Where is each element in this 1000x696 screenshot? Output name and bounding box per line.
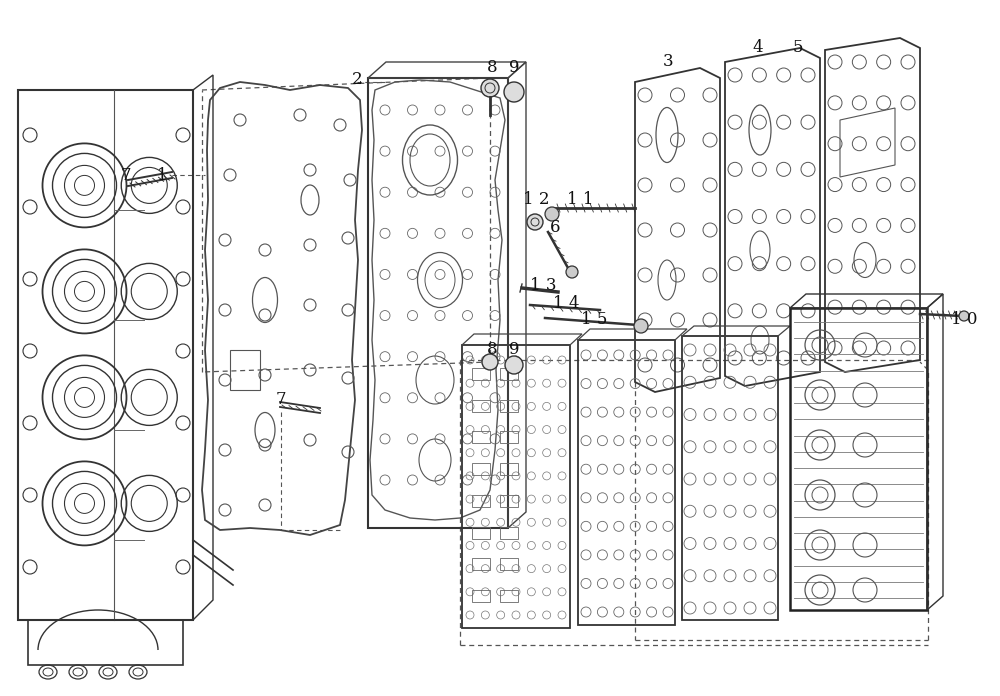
- Text: 2: 2: [352, 72, 362, 88]
- Circle shape: [634, 319, 648, 333]
- Circle shape: [959, 311, 969, 321]
- Circle shape: [505, 356, 523, 374]
- Text: 5: 5: [793, 38, 803, 56]
- Text: 1 4: 1 4: [553, 294, 579, 312]
- Text: 1 3: 1 3: [530, 276, 556, 294]
- Circle shape: [527, 214, 543, 230]
- Circle shape: [481, 79, 499, 97]
- Text: 8: 8: [487, 342, 497, 358]
- Text: 3: 3: [663, 54, 673, 70]
- Text: 4: 4: [753, 38, 763, 56]
- Text: 9: 9: [509, 342, 519, 358]
- Text: 9: 9: [509, 59, 519, 77]
- Text: 1 2: 1 2: [523, 191, 549, 209]
- Text: 7: 7: [276, 391, 286, 409]
- Circle shape: [504, 82, 524, 102]
- Circle shape: [545, 207, 559, 221]
- Text: 6: 6: [550, 219, 560, 237]
- Text: 1: 1: [157, 166, 167, 184]
- Text: 1 1: 1 1: [567, 191, 593, 209]
- Circle shape: [566, 266, 578, 278]
- Text: 7: 7: [121, 166, 131, 184]
- Text: 1 5: 1 5: [581, 312, 607, 329]
- Circle shape: [482, 354, 498, 370]
- Text: 1 0: 1 0: [951, 312, 977, 329]
- Text: 8: 8: [487, 59, 497, 77]
